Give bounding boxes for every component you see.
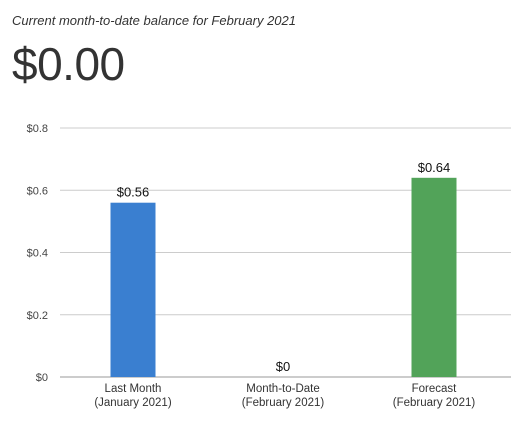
bar: [411, 177, 457, 377]
x-tick-label: Forecast: [412, 383, 458, 395]
x-tick-label: (February 2021): [393, 397, 476, 409]
x-tick-label: (January 2021): [94, 397, 172, 409]
y-tick-label: $0.4: [27, 248, 48, 260]
data-label: $0.64: [418, 160, 451, 175]
x-tick-label: Last Month: [105, 383, 162, 395]
y-tick-label: $0.2: [27, 310, 48, 322]
x-tick-label: (February 2021): [242, 397, 325, 409]
y-tick-label: $0.8: [27, 123, 48, 135]
balance-amount: $0.00: [12, 38, 125, 90]
y-tick-label: $0: [36, 372, 48, 384]
data-label: $0: [276, 359, 290, 374]
y-tick-label: $0.6: [27, 185, 48, 197]
balance-subtitle: Current month-to-date balance for Februa…: [12, 13, 296, 28]
bar: [110, 202, 156, 377]
data-label: $0.56: [117, 185, 150, 200]
x-tick-label: Month-to-Date: [246, 383, 320, 395]
